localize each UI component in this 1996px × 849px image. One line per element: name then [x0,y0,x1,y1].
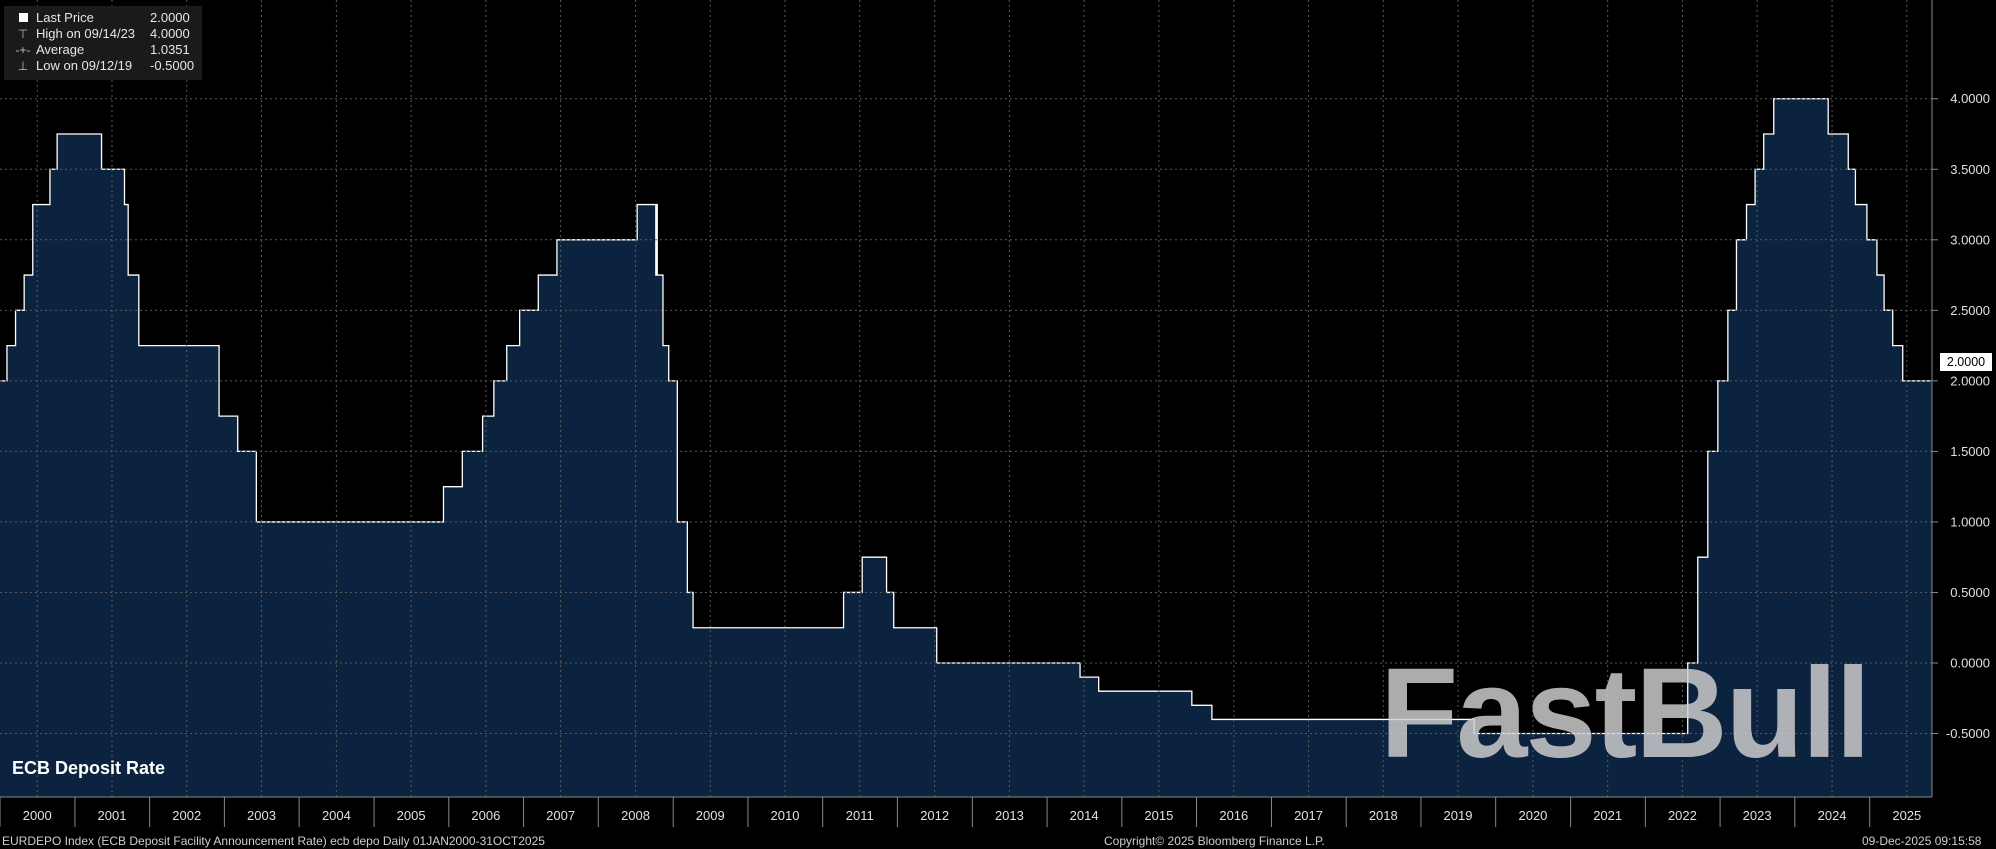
y-tick-label: 3.0000 [1950,232,1990,247]
x-tick-label-2007: 2007 [546,808,575,823]
legend-row-high: ⊤ High on 09/14/23 4.0000 [4,26,202,42]
footer-description: EURDEPO Index (ECB Deposit Facility Anno… [2,834,545,848]
legend-row-last-price: Last Price 2.0000 [4,10,202,26]
x-tick-label-2009: 2009 [696,808,725,823]
high-marker-icon: ⊤ [17,27,29,41]
chart-label: ECB Deposit Rate [12,758,166,778]
y-tick-label: 2.0000 [1950,373,1990,388]
x-tick-label-2010: 2010 [771,808,800,823]
x-tick-label-2015: 2015 [1144,808,1173,823]
x-tick-label-2004: 2004 [322,808,351,823]
y-tick-label: -0.5000 [1946,726,1990,741]
y-tick-label: 3.5000 [1950,162,1990,177]
average-marker-icon: -+- [15,43,31,57]
last-price-tag: 2.0000 [1940,353,1992,371]
x-tick-label-2025: 2025 [1892,808,1921,823]
low-marker-icon: ⊥ [17,59,29,73]
x-tick-label-2024: 2024 [1818,808,1847,823]
x-tick-label-2014: 2014 [1070,808,1099,823]
x-tick-label-2000: 2000 [23,808,52,823]
y-tick-label: 0.0000 [1950,655,1990,670]
y-tick-label: 4.0000 [1950,91,1990,106]
x-tick-label-2018: 2018 [1369,808,1398,823]
x-tick-label-2001: 2001 [98,808,127,823]
legend-box: Last Price 2.0000 ⊤ High on 09/14/23 4.0… [4,6,202,80]
y-tick-label: 2.5000 [1950,303,1990,318]
x-tick-label-2002: 2002 [172,808,201,823]
x-tick-label-2016: 2016 [1219,808,1248,823]
x-tick-label-2003: 2003 [247,808,276,823]
x-tick-label-2023: 2023 [1743,808,1772,823]
y-tick-label: 1.0000 [1950,514,1990,529]
x-tick-label-2022: 2022 [1668,808,1697,823]
fastbull-watermark: FastBull [1380,642,1871,785]
x-tick-label-2019: 2019 [1444,808,1473,823]
x-tick-label-2017: 2017 [1294,808,1323,823]
x-tick-label-2006: 2006 [471,808,500,823]
x-tick-label-2021: 2021 [1593,808,1622,823]
footer-copyright: Copyright© 2025 Bloomberg Finance L.P. [1104,834,1325,848]
y-tick-label: 0.5000 [1950,585,1990,600]
last-price-square-icon [10,10,36,26]
x-tick-label-2013: 2013 [995,808,1024,823]
x-tick-label-2020: 2020 [1518,808,1547,823]
footer-timestamp: 09-Dec-2025 09:15:58 [1862,834,1982,848]
x-tick-label-2012: 2012 [920,808,949,823]
legend-row-low: ⊥ Low on 09/12/19 -0.5000 [4,58,202,74]
legend-row-average: -+- Average 1.0351 [4,42,202,58]
x-tick-label-2011: 2011 [846,808,874,823]
y-tick-label: 1.5000 [1950,444,1990,459]
x-tick-label-2008: 2008 [621,808,650,823]
rate-area [0,98,1932,798]
x-tick-label-2005: 2005 [397,808,426,823]
